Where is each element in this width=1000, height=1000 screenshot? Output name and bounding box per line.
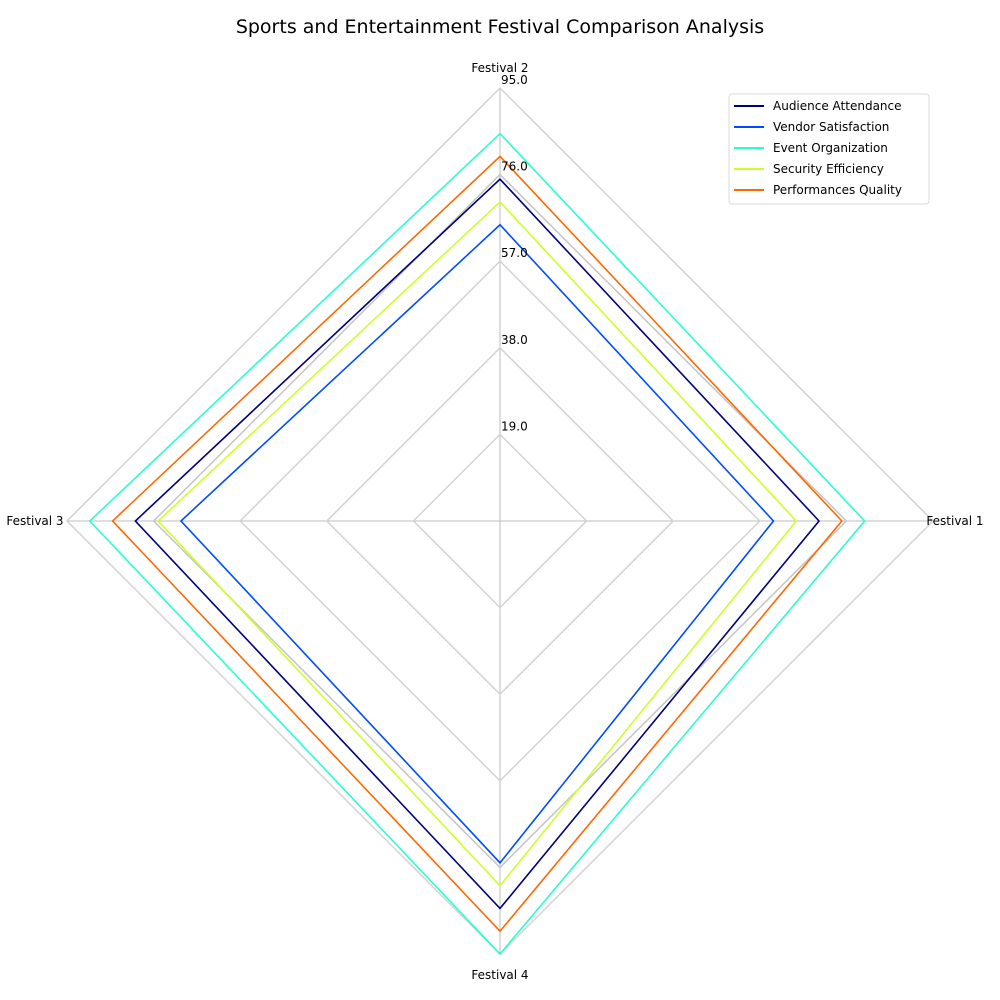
legend-label: Audience Attendance <box>773 99 902 113</box>
legend-label: Performances Quality <box>773 183 902 197</box>
reference-series-line <box>152 173 848 869</box>
legend-box <box>728 93 930 205</box>
axis-label: Festival 4 <box>471 968 528 982</box>
grid-ring <box>412 433 588 609</box>
series-lines <box>88 132 866 956</box>
axis-label: Festival 3 <box>6 514 63 528</box>
series-line <box>179 223 775 865</box>
grid-ring <box>325 346 675 696</box>
series-line <box>134 178 821 910</box>
grid-ring <box>239 260 761 782</box>
chart-title: Sports and Entertainment Festival Compar… <box>236 16 764 38</box>
tick-label: 76.0 <box>501 160 528 174</box>
tick-label: 38.0 <box>501 333 528 347</box>
grid-ring <box>65 86 935 956</box>
axis-labels: Festival 1 Festival 2 Festival 3 Festival 4 <box>6 61 983 982</box>
legend: Audience Attendance Vendor Satisfaction Ev… <box>728 93 930 205</box>
series-line <box>88 132 866 956</box>
radial-tick-labels: 19.0 38.0 57.0 76.0 95.0 <box>501 73 528 433</box>
legend-label: Vendor Satisfaction <box>773 120 889 134</box>
axis-label: Festival 1 <box>926 514 983 528</box>
legend-label: Event Organization <box>773 141 888 155</box>
legend-label: Security Efficiency <box>773 162 884 176</box>
axis-label: Festival 2 <box>471 61 528 75</box>
tick-label: 19.0 <box>501 419 528 433</box>
tick-label: 57.0 <box>501 246 528 260</box>
grid <box>65 86 935 956</box>
series-line <box>157 200 798 887</box>
tick-label: 95.0 <box>501 73 528 87</box>
series-line <box>111 155 843 933</box>
